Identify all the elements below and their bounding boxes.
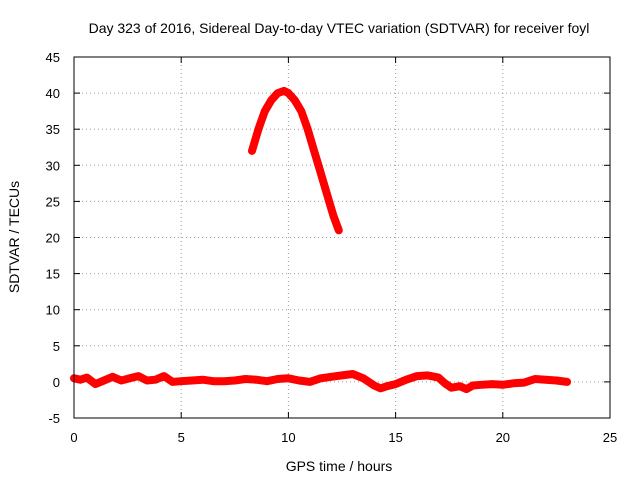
x-tick-label: 20: [496, 430, 510, 445]
tick-labels: 0 5 10 15 20 25 -5 0 5 10 15 20 25 30 35 40 45: [46, 50, 618, 445]
y-tick-label: 20: [46, 231, 60, 246]
x-tick-label: 10: [281, 430, 295, 445]
x-tick-label: 25: [603, 430, 617, 445]
y-tick-label: 5: [53, 339, 60, 354]
y-tick-label: 45: [46, 50, 60, 65]
series-line-baseline: [70, 370, 572, 394]
x-axis-label: GPS time / hours: [286, 458, 393, 474]
series-line-peak: [248, 86, 343, 235]
y-tick-label: 30: [46, 158, 60, 173]
y-tick-label: 15: [46, 267, 60, 282]
y-tick-label: -5: [48, 411, 60, 426]
y-axis-label: SDTVAR / TECUs: [6, 181, 22, 293]
x-tick-label: 5: [178, 430, 185, 445]
series-group: [70, 86, 572, 394]
y-tick-label: 0: [53, 375, 60, 390]
plot-frame: [73, 56, 611, 419]
x-tick-label: 0: [70, 430, 77, 445]
chart-title: Day 323 of 2016, Sidereal Day-to-day VTE…: [89, 20, 590, 36]
y-tick-label: 10: [46, 303, 60, 318]
y-tick-label: 40: [46, 86, 60, 101]
y-tick-label: 35: [46, 122, 60, 137]
y-tick-label: 25: [46, 194, 60, 209]
gridlines: [74, 57, 610, 418]
x-tick-label: 15: [388, 430, 402, 445]
